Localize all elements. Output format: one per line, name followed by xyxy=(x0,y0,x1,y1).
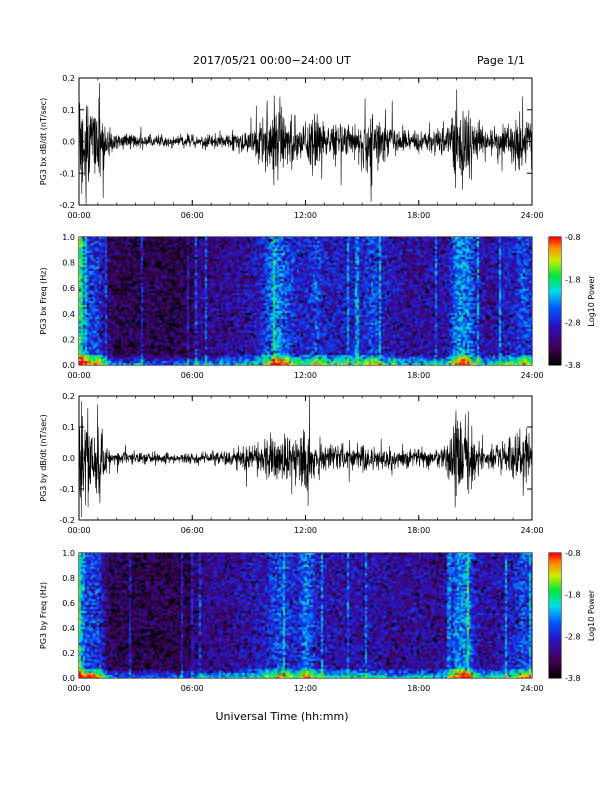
colorbar-tick-label: -1.8 xyxy=(565,591,581,600)
y-tick-label: 0.6 xyxy=(62,599,75,608)
colorbar-tick-label: -3.8 xyxy=(565,674,581,683)
x-tick-label: 18:00 xyxy=(407,684,430,693)
y-tick-label: 0.0 xyxy=(62,454,75,463)
y-axis-label: PG3 bx dB/dt (nT/sec) xyxy=(39,98,48,185)
x-tick-label: 00:00 xyxy=(67,371,90,380)
x-tick-label: 06:00 xyxy=(181,211,204,220)
y-tick-label: -0.1 xyxy=(59,169,75,178)
colorbar-tick-label: -0.8 xyxy=(565,233,581,242)
colorbar-label: Log10 Power xyxy=(587,275,596,327)
y-tick-label: 1.0 xyxy=(62,549,75,558)
x-tick-label: 00:00 xyxy=(67,684,90,693)
x-tick-label: 00:00 xyxy=(67,526,90,535)
y-tick-label: 0.0 xyxy=(62,138,75,147)
y-tick-label: 0.1 xyxy=(62,423,75,432)
colorbar-frame xyxy=(548,552,562,679)
x-tick-label: 06:00 xyxy=(181,684,204,693)
y-tick-label: 0.1 xyxy=(62,106,75,115)
y-tick-label: 0.2 xyxy=(62,335,75,344)
x-tick-label: 00:00 xyxy=(67,211,90,220)
x-tick-label: 12:00 xyxy=(294,526,317,535)
y-tick-label: 0.2 xyxy=(62,74,75,83)
y-tick-label: 0.4 xyxy=(62,624,75,633)
y-axis-label: PG3 by dB/dt (nT/sec) xyxy=(39,414,48,501)
colorbar-tick-label: -3.8 xyxy=(565,361,581,370)
x-tick-label: 18:00 xyxy=(407,526,430,535)
y-tick-label: 1.0 xyxy=(62,233,75,242)
x-tick-label: 24:00 xyxy=(520,371,543,380)
y-tick-label: -0.2 xyxy=(59,201,75,210)
x-tick-label: 12:00 xyxy=(294,684,317,693)
y-tick-label: 0.2 xyxy=(62,649,75,658)
y-tick-label: -0.1 xyxy=(59,485,75,494)
page-indicator: Page 1/1 xyxy=(477,54,525,67)
y-tick-label: 0.8 xyxy=(62,574,75,583)
x-axis-label: Universal Time (hh:mm) xyxy=(216,710,349,723)
plot-frame-3 xyxy=(78,552,533,679)
x-tick-label: 06:00 xyxy=(181,526,204,535)
y-tick-label: 0.4 xyxy=(62,310,75,319)
x-tick-label: 06:00 xyxy=(181,371,204,380)
y-tick-label: 0.0 xyxy=(62,674,75,683)
y-tick-label: 0.6 xyxy=(62,284,75,293)
y-axis-label: PG3 by Freq (Hz) xyxy=(39,582,48,649)
y-tick-label: 0.8 xyxy=(62,259,75,268)
colorbar-tick-label: -0.8 xyxy=(565,549,581,558)
x-tick-label: 24:00 xyxy=(520,684,543,693)
x-tick-label: 24:00 xyxy=(520,526,543,535)
x-tick-label: 18:00 xyxy=(407,211,430,220)
colorbar-tick-label: -1.8 xyxy=(565,276,581,285)
x-tick-label: 18:00 xyxy=(407,371,430,380)
y-tick-label: -0.2 xyxy=(59,516,75,525)
x-tick-label: 24:00 xyxy=(520,211,543,220)
y-tick-label: 0.2 xyxy=(62,392,75,401)
colorbar-label: Log10 Power xyxy=(587,589,596,641)
plot-title: 2017/05/21 00:00−24:00 UT xyxy=(193,54,351,67)
series-line-2 xyxy=(78,395,533,518)
colorbar-frame xyxy=(548,236,562,366)
colorbar-tick-label: -2.8 xyxy=(565,632,581,641)
y-tick-label: 0.0 xyxy=(62,361,75,370)
colorbar-tick-label: -2.8 xyxy=(565,318,581,327)
y-axis-label: PG3 bx Freq (Hz) xyxy=(39,267,48,334)
x-tick-label: 12:00 xyxy=(294,211,317,220)
plot-frame-1 xyxy=(78,236,533,366)
x-tick-label: 12:00 xyxy=(294,371,317,380)
series-line-0 xyxy=(78,82,533,206)
